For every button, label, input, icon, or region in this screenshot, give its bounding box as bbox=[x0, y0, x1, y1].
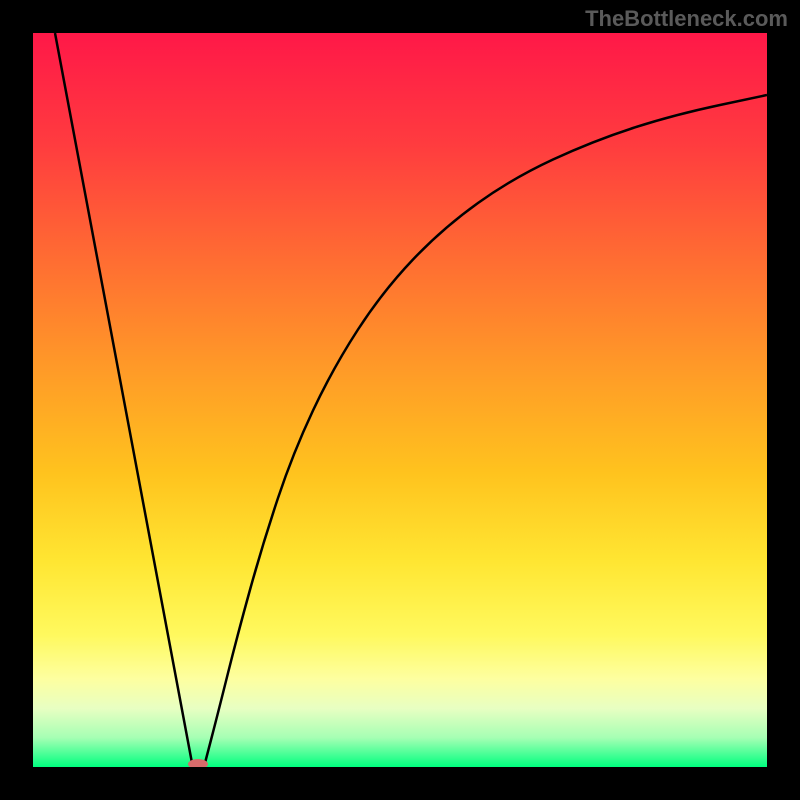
curve-layer bbox=[33, 33, 767, 767]
chart-container: TheBottleneck.com bbox=[0, 0, 800, 800]
plot-area bbox=[33, 33, 767, 767]
watermark-text: TheBottleneck.com bbox=[585, 6, 788, 32]
bottleneck-curve bbox=[55, 33, 767, 763]
minimum-marker bbox=[188, 759, 208, 767]
